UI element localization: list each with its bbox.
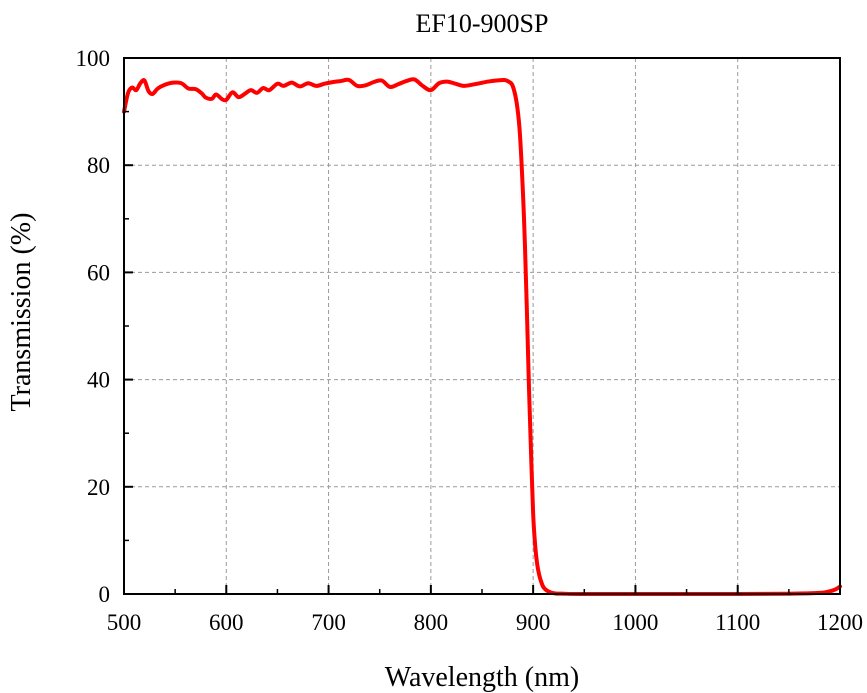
x-tick-label: 1000	[612, 610, 658, 635]
x-tick-label: 1200	[817, 610, 863, 635]
y-tick-label: 0	[99, 582, 111, 607]
x-tick-label: 500	[107, 610, 142, 635]
x-tick-label: 800	[414, 610, 449, 635]
plot-frame	[123, 57, 841, 595]
x-axis-label: Wavelength (nm)	[385, 662, 579, 693]
x-tick-label: 600	[209, 610, 244, 635]
transmission-curve	[122, 77, 842, 597]
x-tick-label: 900	[516, 610, 551, 635]
plot-area	[122, 77, 842, 597]
y-tick-label: 100	[76, 46, 111, 71]
y-tick-label: 80	[87, 153, 110, 178]
x-tick-label: 700	[311, 610, 346, 635]
grid-lines	[124, 58, 840, 594]
y-tick-label: 20	[87, 475, 110, 500]
y-tick-label: 40	[87, 368, 110, 393]
axis-ticks: 500 600 700 800 900 1000 1100 1200 0 20 40 60 80 100	[76, 46, 864, 635]
y-tick-label: 60	[87, 260, 110, 285]
x-tick-label: 1100	[715, 610, 760, 635]
chart-title: EF10-900SP	[416, 9, 549, 38]
y-axis-label: Transmission (%)	[6, 213, 37, 412]
